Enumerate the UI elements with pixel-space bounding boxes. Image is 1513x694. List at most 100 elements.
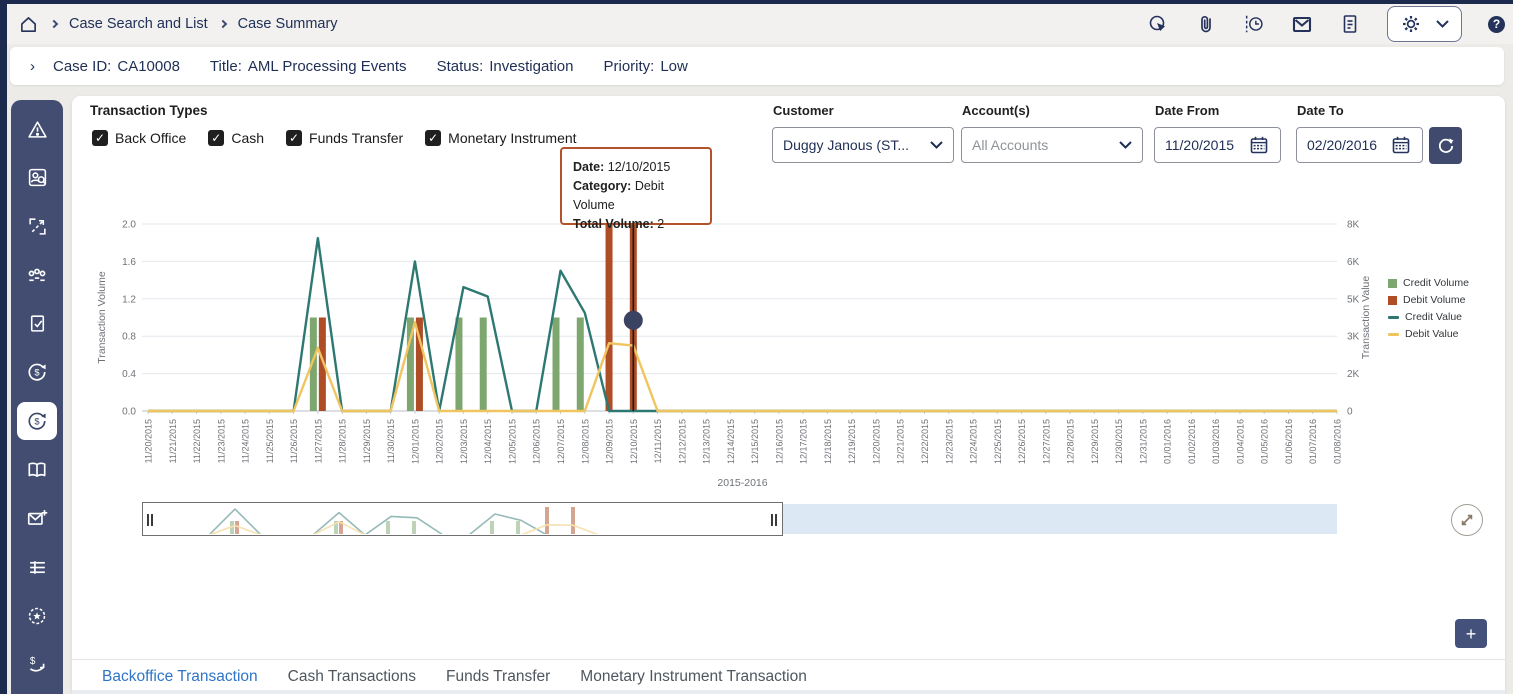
svg-text:8K: 8K <box>1347 220 1360 231</box>
sidebar-item-alerts[interactable] <box>17 110 57 148</box>
svg-text:12/22/2015: 12/22/2015 <box>920 419 930 464</box>
checkbox-back-office[interactable]: Back Office <box>92 130 186 146</box>
svg-text:1.6: 1.6 <box>122 257 136 268</box>
accounts-select[interactable]: All Accounts <box>961 127 1143 163</box>
legend-item[interactable]: Debit Volume <box>1388 294 1469 306</box>
svg-text:12/08/2015: 12/08/2015 <box>580 419 590 464</box>
transaction-types-title: Transaction Types <box>90 103 208 118</box>
calendar-icon[interactable] <box>1249 135 1269 155</box>
breadcrumb-case-summary[interactable]: Case Summary <box>237 16 338 32</box>
tab-monetary-instrument-transaction[interactable]: Monetary Instrument Transaction <box>580 668 807 685</box>
add-button[interactable]: + <box>1455 619 1487 648</box>
svg-text:12/30/2015: 12/30/2015 <box>1114 419 1124 464</box>
sidebar-item-transactions-active[interactable]: $ <box>17 402 57 441</box>
record-search-icon[interactable] <box>1147 13 1169 35</box>
date-from-input[interactable] <box>1165 137 1249 153</box>
tab-cash-transactions[interactable]: Cash Transactions <box>287 668 417 685</box>
sidebar-item-transactions[interactable]: $ <box>17 353 57 391</box>
checkbox-checked-icon[interactable] <box>425 130 442 146</box>
sidebar-item-funds-movement[interactable]: $ <box>17 645 57 683</box>
sidebar-item-document-check[interactable] <box>17 305 57 343</box>
svg-text:12/20/2015: 12/20/2015 <box>871 419 881 464</box>
brush-left-handle-icon[interactable] <box>147 514 154 526</box>
date-from-field <box>1154 127 1281 163</box>
svg-text:01/01/2016: 01/01/2016 <box>1163 419 1173 464</box>
svg-text:12/04/2015: 12/04/2015 <box>483 419 493 464</box>
calendar-icon[interactable] <box>1391 135 1411 155</box>
home-icon[interactable] <box>17 13 39 35</box>
svg-text:12/21/2015: 12/21/2015 <box>896 419 906 464</box>
checkbox-monetary-instrument[interactable]: Monetary Instrument <box>425 130 577 146</box>
checkbox-funds-transfer[interactable]: Funds Transfer <box>286 130 403 146</box>
chart-resize-button[interactable] <box>1451 504 1483 536</box>
legend-swatch <box>1388 315 1399 319</box>
chevron-down-icon <box>930 141 943 149</box>
legend-item[interactable]: Credit Value <box>1388 311 1469 323</box>
brush-window[interactable] <box>142 502 783 536</box>
sidebar-item-badge-star[interactable] <box>17 597 57 635</box>
svg-text:12/27/2015: 12/27/2015 <box>1041 419 1051 464</box>
sidebar-item-person-search[interactable] <box>17 159 57 197</box>
legend-item[interactable]: Debit Value <box>1388 328 1469 340</box>
svg-text:12/19/2015: 12/19/2015 <box>847 419 857 464</box>
case-priority-value: Low <box>660 57 688 75</box>
email-icon[interactable] <box>1291 13 1313 35</box>
tab-funds-transfer[interactable]: Funds Transfer <box>446 668 551 685</box>
date-to-input[interactable] <box>1307 137 1391 153</box>
attachment-icon[interactable] <box>1195 13 1217 35</box>
svg-text:0.4: 0.4 <box>122 369 136 380</box>
chevron-down-icon <box>1119 141 1132 149</box>
svg-text:12/13/2015: 12/13/2015 <box>702 419 712 464</box>
customer-select-value: Duggy Janous (ST... <box>783 137 910 153</box>
transaction-chart-svg[interactable]: 0.0 0 0.4 2K 0.8 3K 1.2 5K 1.6 6K 2.0 8K 11/20/2015 1… <box>80 205 1380 495</box>
resize-arrow-icon <box>1461 514 1473 526</box>
checkbox-checked-icon[interactable] <box>92 130 108 146</box>
brush-unselected-region[interactable] <box>783 504 1337 534</box>
case-id-label: Case ID: <box>53 57 112 75</box>
brush-right-handle-icon[interactable] <box>771 514 778 526</box>
svg-text:12/01/2015: 12/01/2015 <box>410 419 420 464</box>
legend-item[interactable]: Credit Volume <box>1388 277 1469 289</box>
svg-text:11/27/2015: 11/27/2015 <box>313 419 323 463</box>
refresh-button[interactable] <box>1429 127 1462 164</box>
case-bar-expand-icon[interactable] <box>30 58 35 75</box>
help-icon[interactable] <box>1488 15 1505 33</box>
case-title-value: AML Processing Events <box>247 57 407 75</box>
transaction-tabs: Backoffice Transaction Cash Transactions… <box>102 668 837 686</box>
svg-text:12/17/2015: 12/17/2015 <box>799 419 809 464</box>
chart-legend: Credit Volume Debit Volume Credit Value Deb… <box>1388 277 1469 340</box>
header-actions <box>1147 4 1505 44</box>
sidebar-item-knowledge-book[interactable] <box>17 451 57 489</box>
chevron-down-icon[interactable] <box>1436 13 1449 35</box>
tab-backoffice-transaction[interactable]: Backoffice Transaction <box>102 668 258 685</box>
sidebar-item-table-list[interactable] <box>17 548 57 586</box>
checkbox-checked-icon[interactable] <box>286 130 303 146</box>
svg-text:11/21/2015: 11/21/2015 <box>168 419 178 463</box>
case-status-value: Investigation <box>489 57 574 75</box>
case-title-label: Title: <box>209 57 242 75</box>
audit-history-icon[interactable] <box>1243 13 1265 35</box>
svg-text:12/05/2015: 12/05/2015 <box>507 419 517 464</box>
checkbox-label: Cash <box>231 130 265 146</box>
checkbox-cash[interactable]: Cash <box>208 130 264 146</box>
legend-label: Debit Volume <box>1403 294 1466 306</box>
svg-text:12/11/2015: 12/11/2015 <box>653 419 663 463</box>
legend-swatch <box>1388 278 1397 288</box>
sidebar-item-email-add[interactable] <box>17 499 57 537</box>
tabs-divider <box>72 659 1505 660</box>
customer-select[interactable]: Duggy Janous (ST... <box>772 127 954 163</box>
svg-text:2015-2016: 2015-2016 <box>717 477 767 489</box>
accounts-select-placeholder: All Accounts <box>972 137 1049 153</box>
settings-gear-icon[interactable] <box>1400 13 1422 35</box>
svg-text:12/26/2015: 12/26/2015 <box>1017 419 1027 464</box>
sidebar-item-entities[interactable] <box>17 256 57 294</box>
document-icon[interactable] <box>1339 13 1361 35</box>
tooltip-row: Date: 12/10/2015 <box>573 160 671 174</box>
checkbox-checked-icon[interactable] <box>208 130 225 146</box>
breadcrumb-case-search-and-list[interactable]: Case Search and List <box>69 16 208 32</box>
sidebar-item-link-analysis[interactable] <box>17 207 57 245</box>
svg-text:01/04/2016: 01/04/2016 <box>1235 419 1245 464</box>
window-left-strip <box>0 0 7 694</box>
legend-swatch <box>1388 332 1399 336</box>
svg-text:12/15/2015: 12/15/2015 <box>750 419 760 464</box>
